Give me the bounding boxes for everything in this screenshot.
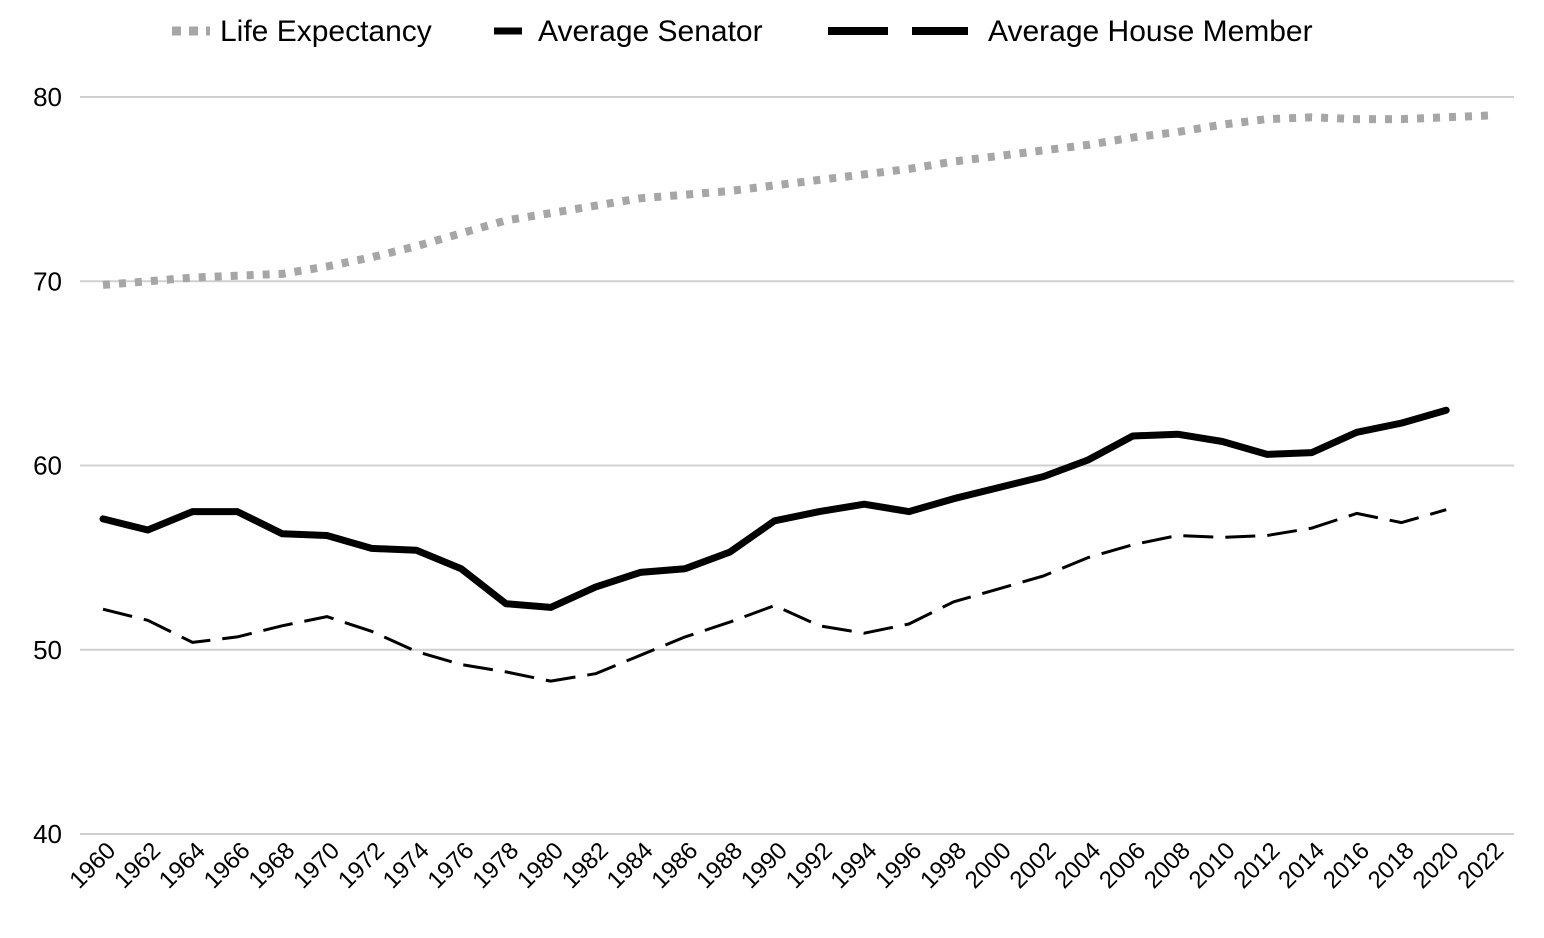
x-tick-label: 2008 [1139, 837, 1196, 894]
x-tick-label: 1960 [64, 837, 121, 894]
y-tick-label: 60 [33, 451, 62, 481]
y-tick-label: 80 [33, 82, 62, 112]
x-tick-label: 1984 [602, 837, 659, 894]
gridlines [80, 96, 1514, 835]
x-tick-label: 1996 [870, 837, 927, 894]
x-tick-label: 1962 [109, 837, 166, 894]
x-tick-label: 1992 [781, 837, 838, 894]
x-tick-label: 1988 [691, 837, 748, 894]
series-line-average-house-member [99, 406, 1450, 611]
x-tick-label: 1994 [826, 837, 883, 894]
x-tick-label: 1990 [736, 837, 793, 894]
x-tick-label: 1964 [154, 837, 211, 894]
x-tick-label: 2000 [960, 837, 1017, 894]
x-tick-label: 2022 [1452, 837, 1509, 894]
series-line-average-senator [102, 508, 1447, 683]
x-tick-label: 1974 [378, 837, 435, 894]
x-tick-label: 2018 [1363, 837, 1420, 894]
series-line-life-expectancy [102, 111, 1492, 289]
x-tick-label: 2010 [1184, 837, 1241, 894]
legend-label-average-house-member: Average House Member [988, 15, 1313, 48]
x-tick-label: 1968 [243, 837, 300, 894]
x-tick-label: 1972 [333, 837, 390, 894]
x-tick-label: 2012 [1229, 837, 1286, 894]
legend-label-life-expectancy: Life Expectancy [220, 15, 432, 48]
x-tick-label: 1966 [199, 837, 256, 894]
x-tick-label: 1970 [288, 837, 345, 894]
y-tick-label: 40 [33, 819, 62, 849]
x-tick-label: 1978 [467, 837, 524, 894]
x-axis-ticks: 1960196219641966196819701972197419761978… [64, 837, 1509, 894]
x-tick-label: 2004 [1049, 837, 1106, 894]
x-tick-label: 1976 [423, 837, 480, 894]
legend-label-average-senator: Average Senator [538, 15, 763, 48]
x-tick-label: 1980 [512, 837, 569, 894]
x-tick-label: 1986 [646, 837, 703, 894]
x-tick-label: 2014 [1273, 837, 1330, 894]
x-tick-label: 2016 [1318, 837, 1375, 894]
x-tick-label: 2006 [1094, 837, 1151, 894]
x-tick-label: 2002 [1005, 837, 1062, 894]
x-tick-label: 1998 [915, 837, 972, 894]
x-tick-label: 1982 [557, 837, 614, 894]
series-lines [99, 111, 1492, 683]
y-axis-ticks: 40 50 60 70 80 [33, 82, 62, 849]
x-tick-label: 2020 [1408, 837, 1465, 894]
y-tick-label: 70 [33, 266, 62, 296]
y-tick-label: 50 [33, 635, 62, 665]
legend: Life Expectancy Average Senator Average … [172, 15, 1313, 48]
